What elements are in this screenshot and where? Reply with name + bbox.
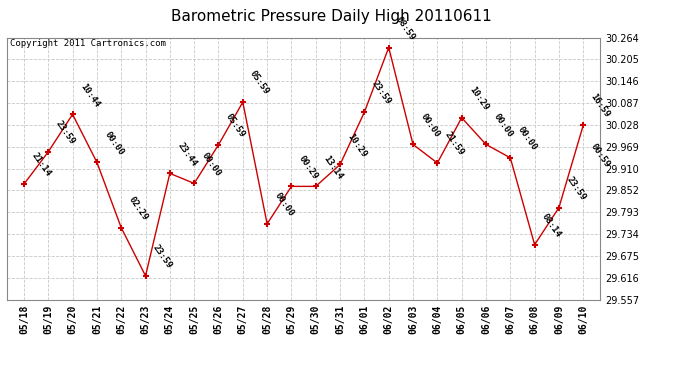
Text: Barometric Pressure Daily High 20110611: Barometric Pressure Daily High 20110611 bbox=[171, 9, 491, 24]
Text: 00:29: 00:29 bbox=[297, 154, 319, 181]
Text: 00:00: 00:00 bbox=[491, 112, 514, 139]
Text: 05:59: 05:59 bbox=[248, 69, 271, 96]
Text: 23:59: 23:59 bbox=[151, 243, 174, 270]
Text: 00:59: 00:59 bbox=[589, 142, 611, 169]
Text: 05:59: 05:59 bbox=[224, 112, 247, 139]
Text: 00:00: 00:00 bbox=[199, 151, 222, 178]
Text: 21:14: 21:14 bbox=[30, 152, 52, 178]
Text: 13:14: 13:14 bbox=[322, 154, 344, 181]
Text: 23:44: 23:44 bbox=[175, 141, 198, 168]
Text: 08:59: 08:59 bbox=[394, 15, 417, 42]
Text: Copyright 2011 Cartronics.com: Copyright 2011 Cartronics.com bbox=[10, 39, 166, 48]
Text: 16:59: 16:59 bbox=[589, 92, 611, 120]
Text: 10:29: 10:29 bbox=[346, 132, 368, 159]
Text: 23:59: 23:59 bbox=[564, 175, 587, 202]
Text: 08:14: 08:14 bbox=[540, 212, 563, 239]
Text: 21:59: 21:59 bbox=[443, 130, 466, 158]
Text: 23:59: 23:59 bbox=[54, 119, 77, 146]
Text: 00:00: 00:00 bbox=[102, 129, 125, 157]
Text: 10:29: 10:29 bbox=[467, 85, 490, 112]
Text: 00:00: 00:00 bbox=[419, 112, 442, 139]
Text: 02:29: 02:29 bbox=[127, 195, 150, 222]
Text: 10:44: 10:44 bbox=[78, 82, 101, 109]
Text: 23:59: 23:59 bbox=[370, 80, 393, 106]
Text: 00:00: 00:00 bbox=[273, 191, 295, 218]
Text: 00:00: 00:00 bbox=[516, 125, 539, 152]
